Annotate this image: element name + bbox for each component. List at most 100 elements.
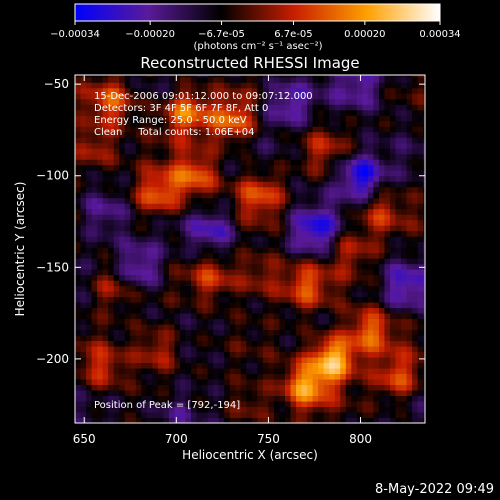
heatmap-cell [290,401,297,408]
heatmap-cell [251,208,258,215]
heatmap-cell [351,115,358,122]
heatmap-cell [312,258,319,265]
heatmap-cell [146,236,153,243]
heatmap-cell [180,164,187,171]
heatmap-cell [135,373,142,380]
heatmap-cell [174,181,181,188]
heatmap-cell [80,142,87,149]
heatmap-cell [323,307,330,314]
heatmap-cell [307,417,314,423]
heatmap-cell [141,302,148,309]
heatmap-cell [196,230,203,237]
heatmap-cell [395,120,402,127]
heatmap-cell [86,302,93,309]
heatmap-cell [80,131,87,138]
heatmap-cell [401,291,408,298]
heatmap-cell [135,98,142,105]
heatmap-cell [384,291,391,298]
heatmap-cell [390,379,397,386]
heatmap-cell [196,153,203,160]
heatmap-cell [124,395,131,402]
heatmap-cell [246,87,253,94]
heatmap-cell [262,225,269,232]
heatmap-cell [213,285,220,292]
heatmap-cell [213,131,220,138]
heatmap-cell [390,120,397,127]
heatmap-cell [146,258,153,265]
heatmap-cell [329,170,336,177]
heatmap-cell [301,203,308,210]
heatmap-cell [362,214,369,221]
heatmap-cell [207,236,214,243]
heatmap-cell [141,142,148,149]
heatmap-cell [218,225,225,232]
heatmap-cell [251,313,258,320]
heatmap-cell [329,137,336,144]
heatmap-cell [229,357,236,364]
heatmap-cell [318,153,325,160]
heatmap-cell [285,318,292,325]
heatmap-cell [384,351,391,358]
heatmap-cell [91,280,98,287]
heatmap-cell [356,236,363,243]
heatmap-cell [240,219,247,226]
heatmap-cell [334,313,341,320]
heatmap-cell [257,247,264,254]
heatmap-cell [202,351,209,358]
heatmap-cell [152,384,159,391]
heatmap-cell [296,76,303,83]
heatmap-cell [268,214,275,221]
heatmap-cell [262,230,269,237]
heatmap-cell [334,390,341,397]
heatmap-cell [130,329,137,336]
heatmap-cell [334,329,341,336]
heatmap-cell [108,384,115,391]
heatmap-cell [202,307,209,314]
heatmap-cell [356,197,363,204]
heatmap-cell [135,230,142,237]
heatmap-cell [351,131,358,138]
heatmap-cell [362,346,369,353]
heatmap-cell [168,274,175,281]
heatmap-cell [412,93,419,100]
heatmap-cell [224,401,231,408]
heatmap-cell [406,373,413,380]
heatmap-cell [246,384,253,391]
heatmap-cell [135,351,142,358]
heatmap-cell [240,181,247,188]
heatmap-cell [135,313,142,320]
heatmap-cell [334,395,341,402]
heatmap-cell [240,324,247,331]
heatmap-cell [229,175,236,182]
heatmap-cell [246,170,253,177]
heatmap-cell [351,274,358,281]
heatmap-cell [423,115,425,122]
heatmap-cell [207,406,214,413]
heatmap-cell [86,236,93,243]
heatmap-cell [378,82,385,89]
heatmap-cell [224,373,231,380]
heatmap-cell [262,120,269,127]
heatmap-cell [262,203,269,210]
heatmap-cell [417,109,424,116]
heatmap-cell [152,120,159,127]
heatmap-cell [224,203,231,210]
heatmap-cell [390,351,397,358]
heatmap-cell [213,307,220,314]
heatmap-cell [80,230,87,237]
heatmap-cell [141,126,148,133]
heatmap-cell [417,104,424,111]
heatmap-cell [406,192,413,199]
heatmap-cell [157,208,164,215]
heatmap-cell [312,153,319,160]
heatmap-cell [323,175,330,182]
heatmap-cell [218,368,225,375]
heatmap-cell [251,302,258,309]
heatmap-cell [373,214,380,221]
footer-timestamp: 8-May-2022 09:49 [375,482,494,497]
heatmap-cell [362,98,369,105]
heatmap-cell [218,120,225,127]
heatmap-cell [417,412,424,418]
heatmap-cell [406,148,413,155]
heatmap-cell [202,214,209,221]
